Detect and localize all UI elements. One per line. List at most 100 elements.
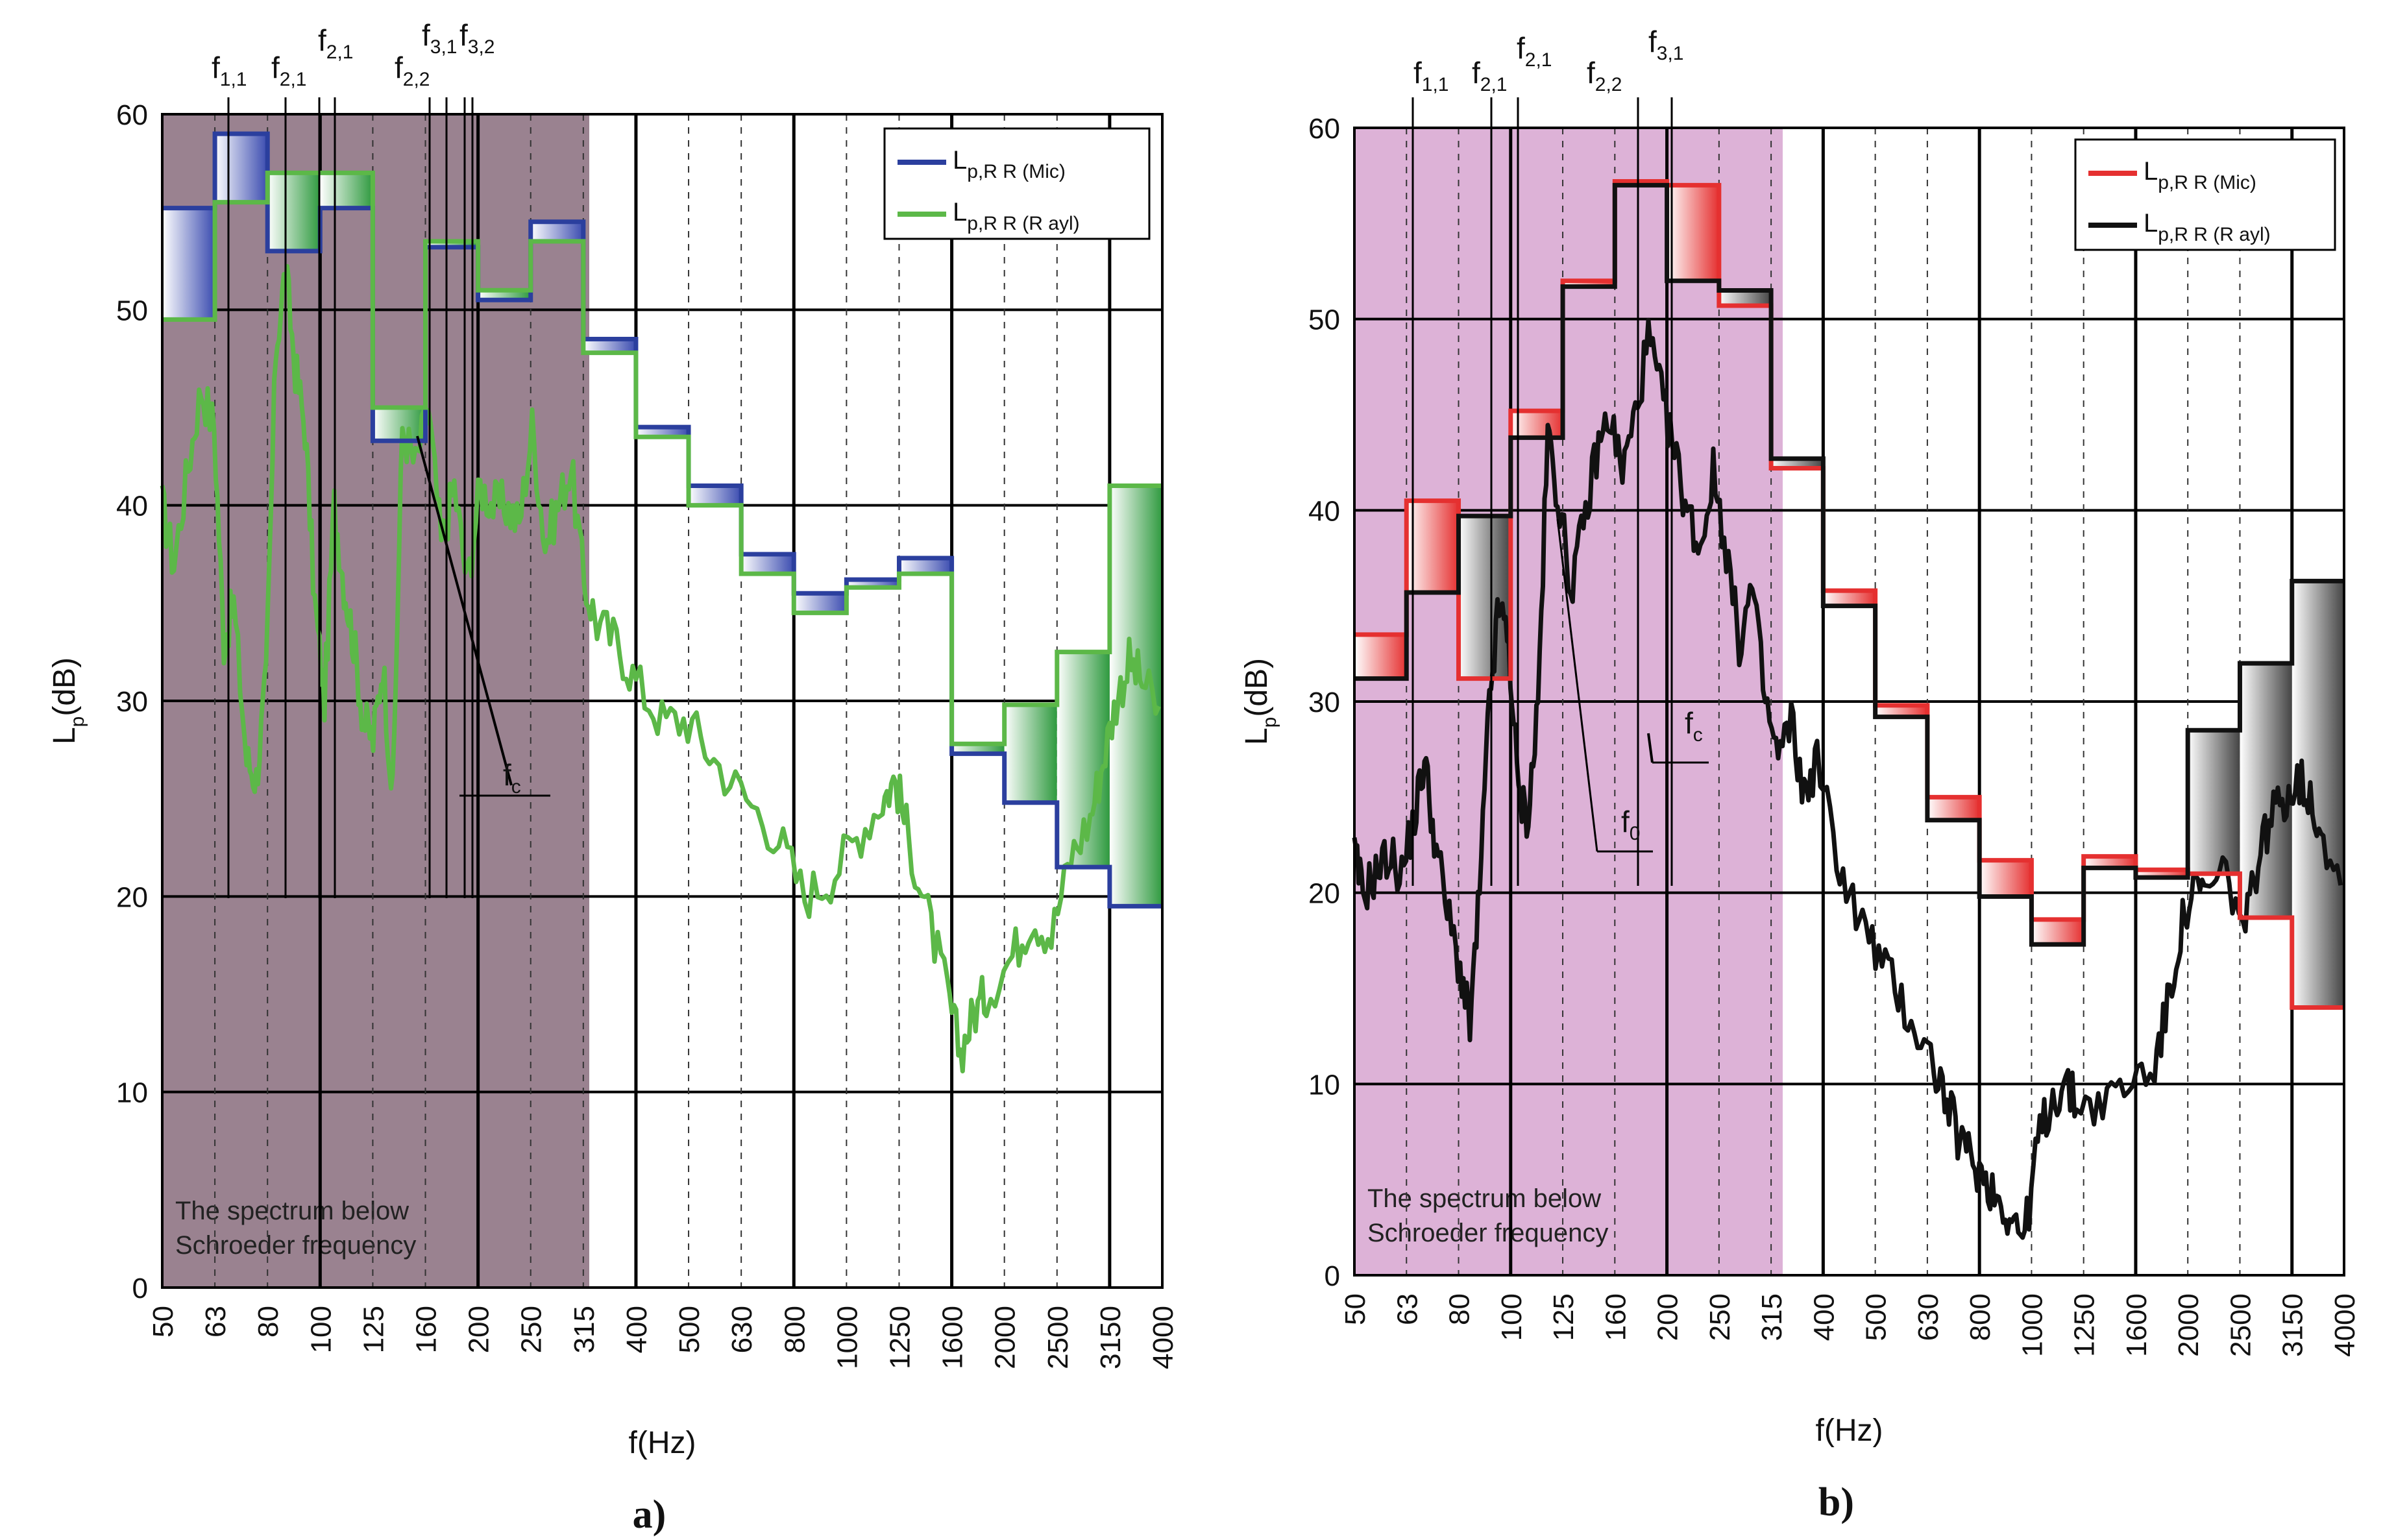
band-fill-630 xyxy=(1927,797,1980,820)
x-tick-label: 200 xyxy=(463,1306,495,1353)
x-tick-label: 800 xyxy=(1964,1293,1996,1341)
x-tick-label: 80 xyxy=(1444,1293,1476,1325)
x-tick-label: 500 xyxy=(674,1306,705,1353)
panel-caption: b) xyxy=(1818,1480,1854,1524)
schroeder-note-line-1: The spectrum below xyxy=(175,1197,409,1225)
band-fill-1600 xyxy=(951,744,1005,754)
mode-label-f1-1: f1,1 xyxy=(212,51,247,90)
band-fill-1250 xyxy=(2083,856,2136,868)
band-fill-1600 xyxy=(2135,870,2188,878)
band-fill-100 xyxy=(320,173,373,208)
f0-stem xyxy=(1556,519,1598,852)
x-tick-label: 1600 xyxy=(2121,1293,2153,1357)
band-fill-125 xyxy=(1563,280,1615,287)
y-tick-label: 50 xyxy=(116,295,148,326)
y-tick-label: 40 xyxy=(116,491,148,522)
x-tick-label: 63 xyxy=(200,1306,232,1338)
y-tick-label: 30 xyxy=(116,686,148,718)
band-fill-500 xyxy=(1875,705,1927,717)
panel-a: The spectrum below Schroeder frequency f1… xyxy=(47,18,1179,1537)
x-tick-label: 160 xyxy=(1600,1293,1631,1341)
fc-arrow xyxy=(416,435,513,786)
y-tick-label: 40 xyxy=(1308,495,1340,527)
y-tick-label: 60 xyxy=(116,99,148,131)
x-tick-label: 630 xyxy=(1913,1293,1944,1341)
x-tick-label: 50 xyxy=(147,1306,179,1338)
y-tick-label: 10 xyxy=(1308,1069,1340,1101)
x-tick-label: 2500 xyxy=(2225,1293,2256,1357)
band-fill-160 xyxy=(425,241,478,247)
x-tick-label: 125 xyxy=(358,1306,389,1353)
x-tick-label: 200 xyxy=(1652,1293,1684,1341)
band-fill-100 xyxy=(1510,411,1563,438)
x-tick-label: 1250 xyxy=(2069,1293,2101,1357)
x-tick-label: 400 xyxy=(621,1306,653,1353)
schroeder-note-line-1: The spectrum below xyxy=(1367,1184,1601,1213)
legend-label-1: Lp,R R (R ayl) xyxy=(2144,209,2271,245)
legend-label-0: Lp,R R (Mic) xyxy=(953,146,1066,182)
x-tick-label: 2500 xyxy=(1042,1306,1074,1369)
x-tick-label: 1600 xyxy=(937,1306,969,1369)
mode-label-f3-1: f3,1 xyxy=(1648,25,1684,64)
band-fill-80 xyxy=(267,173,321,251)
y-tick-label: 20 xyxy=(1308,878,1340,910)
x-tick-label: 4000 xyxy=(2329,1293,2361,1357)
band-fill-1250 xyxy=(899,558,952,574)
x-tick-label: 1000 xyxy=(831,1306,863,1369)
schroeder-note-line-2: Schroeder frequency xyxy=(175,1231,416,1260)
x-tick-label: 250 xyxy=(1704,1293,1736,1341)
mode-label-f2-1: f2,1 xyxy=(1472,56,1508,95)
mode-label-f2-1: f2,1 xyxy=(1517,31,1552,71)
legend-box xyxy=(883,127,1151,240)
x-tick-label: 80 xyxy=(252,1306,284,1338)
band-fill-800 xyxy=(794,593,847,613)
y-tick-label: 10 xyxy=(116,1077,148,1109)
y-tick-label: 30 xyxy=(1308,687,1340,718)
band-fill-315 xyxy=(1771,458,1824,469)
axes-frame xyxy=(1353,127,2345,1277)
x-tick-label: 50 xyxy=(1339,1293,1371,1325)
x-tick-label: 630 xyxy=(726,1306,758,1353)
band-fill-800 xyxy=(1979,860,2032,897)
x-tick-label: 2000 xyxy=(2173,1293,2205,1357)
schroeder-note-line-2: Schroeder frequency xyxy=(1367,1219,1608,1247)
y-axis-label: Lp(dB) xyxy=(47,657,88,744)
x-tick-label: 1000 xyxy=(2016,1293,2048,1357)
f0-label: f0 xyxy=(1621,805,1640,844)
y-axis-label: Lp(dB) xyxy=(1240,658,1280,745)
band-fill-63 xyxy=(215,134,268,202)
x-tick-label: 100 xyxy=(1496,1293,1528,1341)
band-fill-1000 xyxy=(2031,919,2084,945)
series-rayl-step xyxy=(1354,182,2344,947)
mode-label-f2-2: f2,2 xyxy=(395,51,430,90)
x-tick-label: 250 xyxy=(516,1306,548,1353)
band-fill-50 xyxy=(1354,634,1407,679)
legend-label-1: Lp,R R (R ayl) xyxy=(953,198,1080,234)
x-tick-label: 315 xyxy=(568,1306,600,1353)
y-tick-label: 20 xyxy=(116,881,148,913)
band-fill-63 xyxy=(1406,500,1459,593)
panel-b: The spectrum below Schroeder frequency f1… xyxy=(1240,25,2361,1524)
mode-label-f1-1: f1,1 xyxy=(1413,56,1449,95)
y-tick-label: 50 xyxy=(1308,304,1340,336)
x-tick-label: 400 xyxy=(1808,1293,1840,1341)
x-tick-label: 3150 xyxy=(1095,1306,1127,1369)
x-tick-label: 125 xyxy=(1548,1293,1580,1341)
fc-label: fc xyxy=(1685,706,1703,746)
mode-label-f2-1: f2,1 xyxy=(271,51,307,90)
mode-label-f3-2: f3,2 xyxy=(459,18,495,58)
band-fill-630 xyxy=(741,554,794,574)
fc-arrow xyxy=(1647,733,1654,763)
x-tick-label: 500 xyxy=(1861,1293,1892,1341)
x-tick-label: 160 xyxy=(411,1306,443,1353)
narrowband-spectrum xyxy=(1352,317,2343,1240)
x-tick-label: 100 xyxy=(305,1306,337,1353)
y-tick-label: 60 xyxy=(1308,113,1340,145)
legend-label-0: Lp,R R (Mic) xyxy=(2144,157,2256,193)
mode-label-f2-1: f2,1 xyxy=(318,23,354,63)
x-tick-label: 3150 xyxy=(2277,1293,2309,1357)
band-fill-80 xyxy=(1458,516,1511,679)
band-fill-200 xyxy=(1667,185,1719,281)
band-fill-250 xyxy=(1718,290,1772,306)
